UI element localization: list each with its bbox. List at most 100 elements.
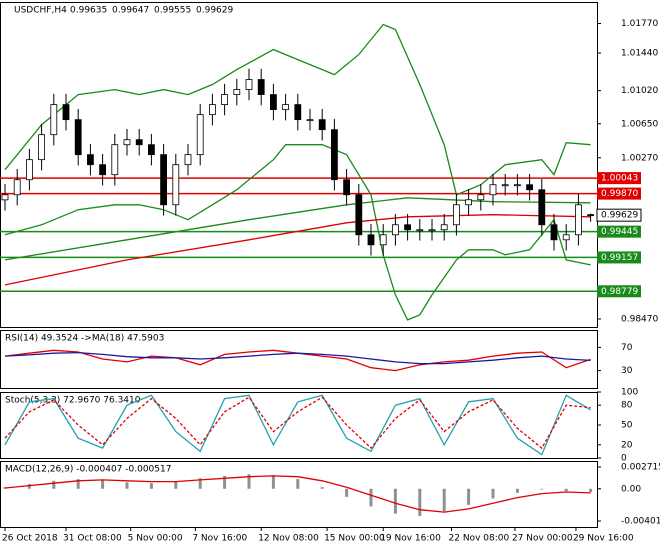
x-tick-label: 7 Nov 16:00 (192, 534, 247, 544)
candle-body (25, 159, 33, 181)
price-box (596, 208, 642, 222)
candle-body (160, 154, 168, 206)
indicator-title: Stoch(5,3,3) 72.9670 76.3410 (5, 396, 141, 406)
candle-body (575, 204, 582, 236)
y-tick-label: 1.01770 (621, 19, 658, 29)
high-value: 0.99647 (112, 6, 149, 16)
candle-body (123, 139, 131, 146)
y-tick-label: 0.002715 (621, 462, 660, 472)
candle-body (367, 234, 375, 246)
macd-bar (76, 479, 80, 489)
candle-body (257, 79, 265, 95)
candle-body (50, 104, 58, 136)
macd-bar (247, 474, 251, 489)
candle-body (306, 119, 314, 122)
candle-body (147, 144, 155, 156)
candle-body (294, 104, 302, 121)
macd-bar (442, 488, 446, 512)
candle-body (477, 194, 485, 201)
candle-body (416, 229, 424, 232)
macd-bar (149, 483, 153, 489)
level-label: 1.00043 (601, 174, 638, 184)
candle-body (550, 224, 558, 241)
level-label: 0.99870 (601, 189, 638, 199)
macd-bar (467, 488, 471, 505)
y-tick-label: 1.01440 (621, 49, 658, 59)
level-label-box (597, 187, 641, 200)
macd-bar (198, 478, 202, 489)
macd-bar (223, 475, 227, 489)
level-label: 0.99157 (601, 253, 638, 263)
candle-body (99, 164, 106, 176)
x-tick-label: 27 Nov 00:00 (512, 534, 573, 544)
signal-line (4, 475, 591, 513)
macd-bar (27, 483, 31, 489)
candle-body (428, 229, 436, 232)
macd-bar (52, 480, 56, 489)
x-tick-label: 26 Oct 2018 (2, 534, 58, 544)
y-tick-label: 0 (621, 454, 627, 464)
y-tick-label: 70 (621, 343, 633, 353)
macd-bar (491, 488, 495, 499)
indicator-title: MACD(12,26,9) -0.000407 -0.000517 (5, 465, 171, 475)
candle-body (1, 194, 9, 201)
candle-body (343, 179, 351, 196)
candle-body (538, 189, 546, 226)
candle-body (404, 224, 412, 231)
level-label: 0.98779 (601, 287, 638, 297)
candle-body (74, 119, 82, 156)
candle-body (111, 144, 119, 176)
panel-frame (0, 2, 598, 328)
x-tick-label: 12 Nov 08:00 (258, 534, 319, 544)
level-label-box (597, 285, 641, 298)
candle-body (135, 139, 143, 146)
symbol: USDCHF,H4 (14, 6, 67, 16)
overlay-line (4, 214, 591, 286)
candle-body (379, 234, 387, 246)
macd-bar (589, 488, 593, 493)
panel-frame (0, 330, 598, 389)
y-tick-label: 30 (621, 366, 633, 376)
macd-bar (345, 488, 349, 497)
macd-bar (515, 488, 519, 493)
x-tick-label: 5 Nov 00:00 (128, 534, 183, 544)
x-tick-label: 19 Nov 16:00 (380, 534, 441, 544)
indicator-line (4, 396, 591, 450)
macd-bar (540, 488, 544, 490)
candle-body (282, 104, 290, 111)
candle-body (501, 184, 509, 187)
candle-body (221, 94, 229, 106)
candle-body (233, 89, 241, 95)
overlay-line (4, 23, 591, 196)
candle-body (13, 179, 21, 196)
y-tick-label: 1.01020 (621, 86, 658, 96)
y-tick-label: 20 (621, 440, 633, 450)
candle-body (245, 79, 253, 90)
candle-body (587, 214, 594, 217)
candle-body (526, 184, 533, 191)
candle-body (465, 199, 473, 206)
low-value: 0.99555 (154, 6, 191, 16)
macd-bar (369, 488, 373, 507)
candle-body (318, 119, 326, 131)
candle-body (62, 104, 70, 121)
macd-bar (418, 488, 422, 517)
candle-body (514, 184, 521, 187)
candle-body (355, 194, 363, 236)
level-label-box (597, 251, 641, 264)
y-tick-label: 1.00270 (621, 153, 658, 163)
macd-bar (125, 482, 129, 489)
overlay-line (4, 144, 591, 321)
candle-body (452, 204, 460, 226)
candle-body (440, 224, 448, 231)
y-tick-label: 80 (621, 401, 633, 411)
indicator-line (4, 394, 591, 456)
level-label-box (597, 172, 641, 185)
candle-body (330, 129, 338, 181)
candle-body (562, 234, 570, 241)
macd-bar (296, 479, 300, 489)
y-tick-label: -0.004015 (621, 517, 660, 527)
current-price: 0.99629 (601, 211, 638, 221)
indicator-line (4, 351, 591, 365)
